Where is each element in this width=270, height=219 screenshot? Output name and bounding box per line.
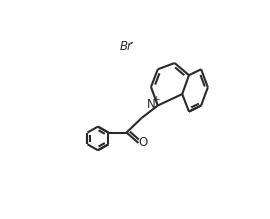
Text: N: N bbox=[147, 98, 156, 111]
Text: Br: Br bbox=[120, 40, 133, 53]
Text: -: - bbox=[130, 38, 133, 47]
Text: +: + bbox=[152, 95, 160, 104]
Text: O: O bbox=[139, 136, 148, 150]
